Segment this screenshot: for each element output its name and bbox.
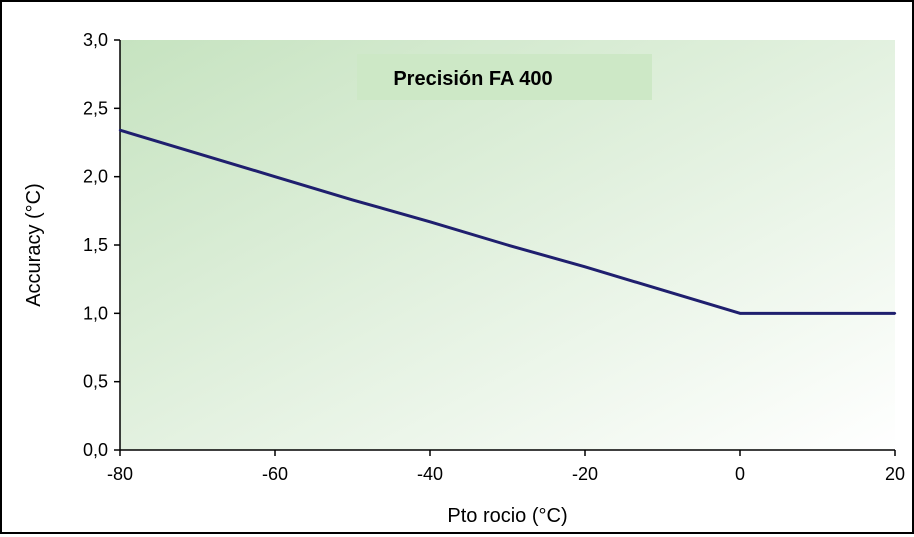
data-point bbox=[351, 198, 354, 202]
data-point bbox=[738, 312, 742, 315]
y-axis: 0,0 0,5 1,0 1,5 2,0 2,5 3,0 bbox=[83, 30, 121, 460]
data-point bbox=[273, 175, 277, 178]
x-tick-label: -20 bbox=[572, 464, 598, 484]
y-tick-label: 3,0 bbox=[83, 30, 108, 50]
y-tick-label: 2,5 bbox=[83, 98, 108, 118]
x-tick-label: -60 bbox=[262, 464, 288, 484]
x-tick-label: 20 bbox=[885, 464, 905, 484]
data-point bbox=[196, 152, 199, 155]
data-point bbox=[118, 129, 122, 132]
y-axis-title: Accuracy (°C) bbox=[23, 183, 45, 307]
y-tick-label: 0,5 bbox=[83, 372, 108, 392]
x-axis-title: Pto rocio (°C) bbox=[447, 505, 567, 527]
data-point bbox=[816, 312, 819, 315]
x-tick-label: -40 bbox=[417, 464, 443, 484]
data-point bbox=[428, 220, 432, 223]
x-tick-label: 0 bbox=[735, 464, 745, 484]
data-point bbox=[893, 312, 897, 315]
chart-title: Precisión FA 400 bbox=[393, 68, 552, 90]
data-point bbox=[583, 265, 587, 269]
x-axis: -80 -60 -40 -20 0 20 bbox=[107, 449, 905, 484]
y-tick-label: 0,0 bbox=[83, 440, 108, 460]
chart-title-box bbox=[357, 54, 652, 100]
x-tick-label: -80 bbox=[107, 464, 133, 484]
y-tick-label: 1,5 bbox=[83, 235, 108, 255]
data-point bbox=[506, 243, 509, 247]
y-tick-label: 1,0 bbox=[83, 303, 108, 323]
data-point bbox=[661, 288, 664, 292]
series-layer bbox=[118, 128, 897, 315]
y-tick-label: 2,0 bbox=[83, 167, 108, 187]
